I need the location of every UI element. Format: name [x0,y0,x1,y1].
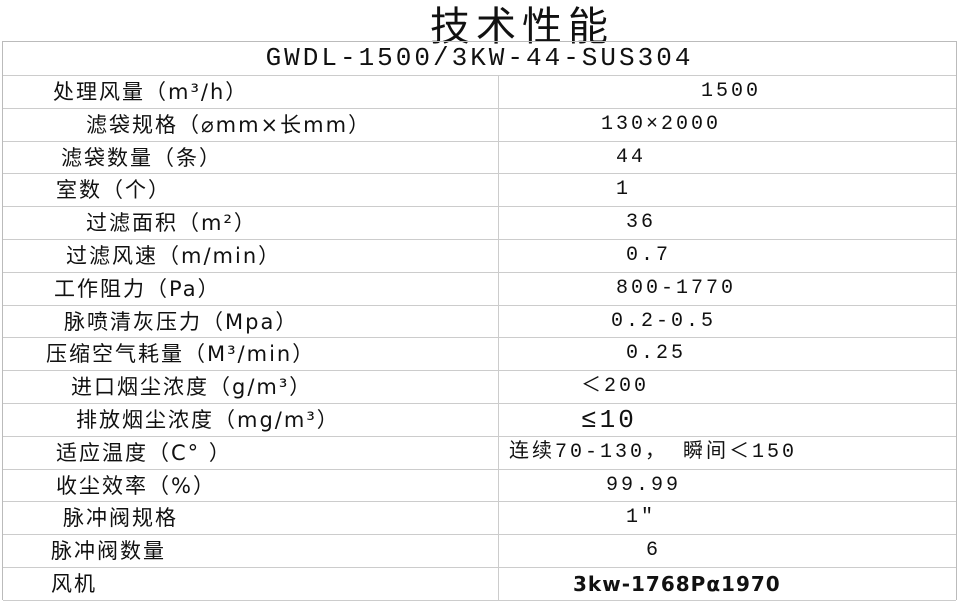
spec-value: 44 [616,145,647,169]
column-divider [498,141,499,174]
spec-label: 脉冲阀规格 [63,506,178,531]
spec-value: 1500 [701,80,762,103]
table-row: 工作阻力（Pa） 800-1770 [3,272,956,306]
column-divider [498,76,499,108]
table-row: 适应温度（C° ） 连续70-130， 瞬间＜150 [3,436,956,470]
column-divider [498,305,499,338]
spec-value: ＜200 [581,375,650,399]
spec-label: 风机 [51,571,97,596]
spec-label: 脉喷清灰压力（Mpa） [64,309,299,334]
table-row: 风机 3kw-1768Pα1970 [3,567,956,601]
spec-label: 过滤风速（m/min） [66,243,282,268]
table-row: 脉冲阀规格 1″ [3,502,956,536]
spec-value: 99.99 [606,473,682,497]
spec-label: 排放烟尘浓度（mg/m³） [76,407,340,432]
spec-value: ≤10 [581,404,637,435]
column-divider [498,174,499,207]
spec-value: 130×2000 [601,112,722,136]
column-divider [498,502,499,535]
spec-label: 脉冲阀数量 [51,539,166,564]
table-row: 室数（个） 1 [3,174,956,208]
table-row: 滤袋规格（⌀mm×长mm） 130×2000 [3,108,956,142]
spec-label: 过滤面积（m²） [86,211,257,236]
table-row: 收尘效率（%） 99.99 [3,469,956,503]
spec-value: 0.7 [626,243,672,267]
column-divider [498,338,499,371]
spec-value: 1 [616,178,632,202]
spec-label: 进口烟尘浓度（g/m³） [71,375,313,400]
column-divider [498,371,499,403]
table-row: 脉喷清灰压力（Mpa） 0.2-0.5 [3,305,956,339]
column-divider [498,207,499,239]
table-row: 脉冲阀数量 6 [3,535,956,568]
spec-value: 6 [646,539,662,563]
spec-label: 压缩空气耗量（M³/min） [46,342,316,367]
table-row: 过滤风速（m/min） 0.7 [3,239,956,273]
spec-label: 室数（个） [56,178,171,203]
spec-value: 800-1770 [616,276,737,300]
column-divider [498,239,499,272]
page-title: 技术性能 [430,4,614,50]
spec-value: 1″ [626,506,657,530]
table-row: 压缩空气耗量（M³/min） 0.25 [3,338,956,372]
column-divider [498,535,499,567]
spec-label: 适应温度（C° ） [56,440,232,465]
spec-label: 收尘效率（%） [56,473,216,498]
spec-value: 0.2-0.5 [611,309,717,333]
column-divider [498,436,499,469]
spec-value: 0.25 [626,342,687,366]
column-divider [498,108,499,141]
table-row: 过滤面积（m²） 36 [3,207,956,240]
table-row: 滤袋数量（条） 44 [3,141,956,175]
spec-value: 36 [626,211,657,235]
spec-label: 滤袋数量（条） [61,145,222,170]
spec-label: 滤袋规格（⌀mm×长mm） [86,112,372,137]
spec-label: 工作阻力（Pa） [54,276,221,301]
spec-value: 3kw-1768Pα1970 [573,571,781,596]
column-divider [498,469,499,502]
column-divider [498,272,499,305]
spec-value: 连续70-130， 瞬间＜150 [509,440,798,464]
table-row: 进口烟尘浓度（g/m³） ＜200 [3,371,956,404]
spec-table: GWDL-1500/3KW-44-SUS304 处理风量（m³/h） 1500 滤袋… [2,41,957,601]
column-divider [498,567,499,600]
spec-label: 处理风量（m³/h） [53,80,249,104]
table-row: 排放烟尘浓度（mg/m³） ≤10 [3,403,956,437]
table-row: 处理风量（m³/h） 1500 [3,76,956,109]
model-number: GWDL-1500/3KW-44-SUS304 [3,42,956,76]
column-divider [498,403,499,436]
